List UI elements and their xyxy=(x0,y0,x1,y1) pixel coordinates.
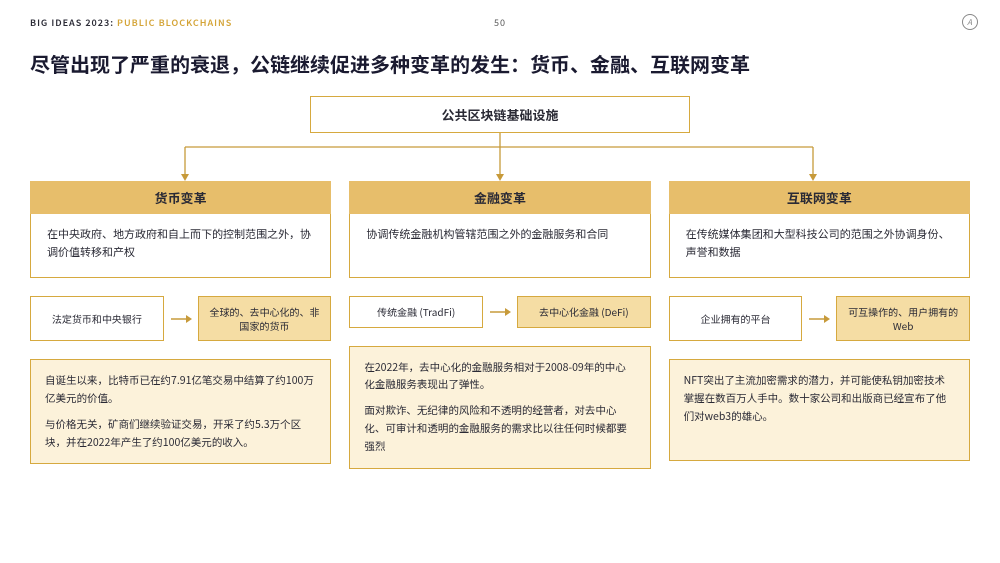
header-prefix: BIG IDEAS 2023: xyxy=(30,16,114,29)
column-0: 货币变革在中央政府、地方政府和自上而下的控制范围之外，协调价值转移和产权法定货币… xyxy=(30,181,331,469)
column-detail: 自诞生以来，比特币已在约7.91亿笔交易中结算了约100万亿美元的价值。与价格无… xyxy=(30,359,331,464)
transition-to: 全球的、去中心化的、非国家的货币 xyxy=(198,296,332,341)
connector-lines xyxy=(30,133,970,181)
column-title: 金融变革 xyxy=(349,181,650,214)
column-2: 互联网变革在传统媒体集团和大型科技公司的范围之外协调身份、声誉和数据企业拥有的平… xyxy=(669,181,970,469)
page-title: 尽管出现了严重的衰退，公链继续促进多种变革的发生：货币、金融、互联网变革 xyxy=(0,37,1000,96)
detail-paragraph: 自诞生以来，比特币已在约7.91亿笔交易中结算了约100万亿美元的价值。 xyxy=(45,372,316,408)
column-title: 互联网变革 xyxy=(669,181,970,214)
header-highlight: PUBLIC BLOCKCHAINS xyxy=(117,16,232,29)
arrow-right-icon xyxy=(164,296,198,341)
transition-from: 传统金融 (TradFi) xyxy=(349,296,483,328)
transition-to: 可互操作的、用户拥有的Web xyxy=(836,296,970,341)
column-desc: 在传统媒体集团和大型科技公司的范围之外协调身份、声誉和数据 xyxy=(669,214,970,278)
logo-icon: A xyxy=(962,14,978,30)
columns-row: 货币变革在中央政府、地方政府和自上而下的控制范围之外，协调价值转移和产权法定货币… xyxy=(30,181,970,469)
column-title: 货币变革 xyxy=(30,181,331,214)
detail-paragraph: 在2022年，去中心化的金融服务相对于2008-09年的中心化金融服务表现出了弹… xyxy=(364,359,635,395)
transition-row: 法定货币和中央银行全球的、去中心化的、非国家的货币 xyxy=(30,296,331,341)
column-1: 金融变革协调传统金融机构管辖范围之外的金融服务和合同传统金融 (TradFi) 去… xyxy=(349,181,650,469)
slide-header: BIG IDEAS 2023: PUBLIC BLOCKCHAINS 50 A xyxy=(0,0,1000,37)
detail-paragraph: 与价格无关，矿商们继续验证交易，开采了约5.3万个区块，并在2022年产生了约1… xyxy=(45,416,316,452)
diagram-container: 公共区块链基础设施 货币变革在中央政府、地方政府和自上而下的控制范围之外，协调价… xyxy=(0,96,1000,469)
arrow-right-icon xyxy=(802,296,836,341)
column-desc: 协调传统金融机构管辖范围之外的金融服务和合同 xyxy=(349,214,650,278)
transition-row: 企业拥有的平台可互操作的、用户拥有的Web xyxy=(669,296,970,341)
detail-paragraph: 面对欺诈、无纪律的风险和不透明的经营者，对去中心化、可审计和透明的金融服务的需求… xyxy=(364,402,635,456)
transition-from: 企业拥有的平台 xyxy=(669,296,803,341)
page-number: 50 xyxy=(494,16,506,29)
transition-from: 法定货币和中央银行 xyxy=(30,296,164,341)
column-detail: NFT突出了主流加密需求的潜力，并可能使私钥加密技术掌握在数百万人手中。数十家公… xyxy=(669,359,970,461)
column-desc: 在中央政府、地方政府和自上而下的控制范围之外，协调价值转移和产权 xyxy=(30,214,331,278)
column-detail: 在2022年，去中心化的金融服务相对于2008-09年的中心化金融服务表现出了弹… xyxy=(349,346,650,469)
arrow-right-icon xyxy=(483,296,517,328)
transition-row: 传统金融 (TradFi) 去中心化金融 (DeFi) xyxy=(349,296,650,328)
detail-paragraph: NFT突出了主流加密需求的潜力，并可能使私钥加密技术掌握在数百万人手中。数十家公… xyxy=(684,372,955,426)
top-box: 公共区块链基础设施 xyxy=(310,96,690,133)
transition-to: 去中心化金融 (DeFi) xyxy=(517,296,651,328)
